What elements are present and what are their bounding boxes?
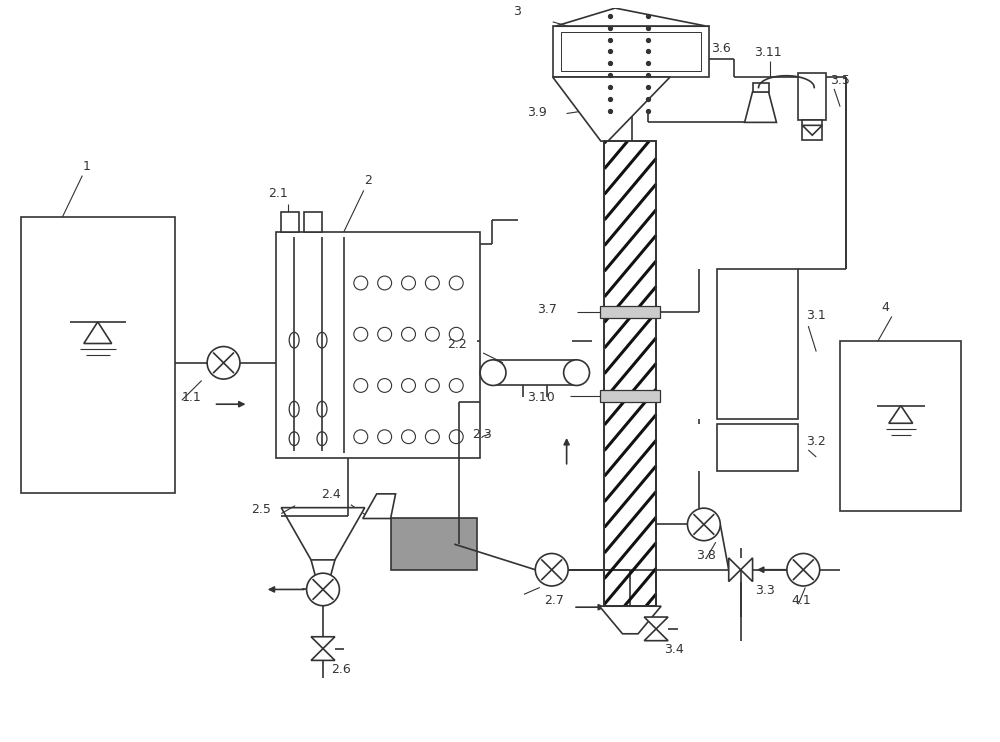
Polygon shape	[741, 558, 753, 582]
Text: 2.3: 2.3	[472, 427, 492, 441]
Bar	[798, 73, 826, 120]
Text: 2: 2	[364, 174, 372, 188]
Bar	[21, 217, 175, 493]
Circle shape	[307, 573, 339, 605]
Text: 1.1: 1.1	[182, 391, 202, 404]
Text: 4: 4	[882, 301, 890, 314]
Text: 2.6: 2.6	[331, 663, 351, 676]
Polygon shape	[311, 649, 335, 660]
Polygon shape	[644, 617, 668, 629]
Polygon shape	[644, 629, 668, 640]
Bar	[717, 424, 798, 471]
Bar	[802, 120, 822, 140]
Text: 3.5: 3.5	[830, 74, 850, 87]
Ellipse shape	[564, 360, 590, 386]
Text: 4.1: 4.1	[791, 594, 811, 607]
Bar	[553, 26, 709, 77]
Text: 3.4: 3.4	[664, 643, 684, 657]
Text: 3.10: 3.10	[527, 390, 555, 404]
Polygon shape	[553, 77, 670, 141]
Text: 2.5: 2.5	[251, 502, 271, 516]
Bar	[840, 341, 961, 510]
Text: 3.6: 3.6	[711, 42, 731, 55]
Text: 2.1: 2.1	[268, 187, 288, 200]
Bar	[717, 269, 798, 419]
Text: 3.7: 3.7	[537, 303, 557, 316]
Bar	[604, 141, 656, 606]
Text: 3: 3	[513, 5, 521, 18]
Text: 2.2: 2.2	[447, 338, 467, 351]
Polygon shape	[729, 558, 741, 582]
Text: 1: 1	[82, 160, 90, 173]
Text: 3.2: 3.2	[806, 435, 826, 447]
Text: 3.8: 3.8	[696, 549, 716, 562]
Bar	[600, 306, 660, 318]
Circle shape	[787, 554, 820, 586]
Circle shape	[207, 347, 240, 379]
Polygon shape	[745, 92, 776, 122]
Circle shape	[535, 554, 568, 586]
Text: 3.3: 3.3	[756, 585, 775, 597]
Bar	[604, 141, 656, 606]
Text: 2.7: 2.7	[544, 594, 564, 607]
Polygon shape	[311, 637, 335, 649]
Polygon shape	[363, 494, 396, 519]
Text: 3.1: 3.1	[806, 309, 826, 321]
Bar	[391, 519, 477, 570]
Text: 2.4: 2.4	[321, 487, 341, 501]
Bar	[281, 212, 299, 232]
Bar	[753, 83, 769, 92]
Bar	[276, 232, 480, 459]
Text: 3.9: 3.9	[527, 106, 547, 119]
Bar	[600, 390, 660, 401]
Polygon shape	[281, 508, 365, 560]
Bar	[304, 212, 322, 232]
Polygon shape	[599, 606, 661, 634]
Text: 3.11: 3.11	[754, 46, 781, 59]
Circle shape	[687, 508, 720, 541]
Bar	[561, 32, 701, 71]
Ellipse shape	[480, 360, 506, 386]
